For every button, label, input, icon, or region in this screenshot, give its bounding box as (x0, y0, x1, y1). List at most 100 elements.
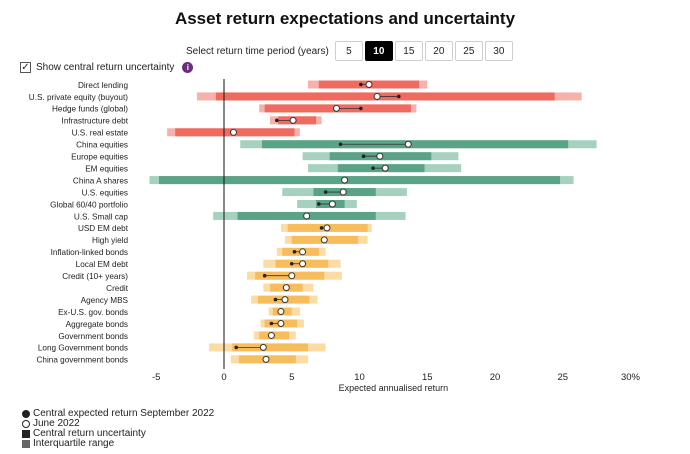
info-icon[interactable]: i (182, 62, 194, 73)
sept-dot-agency-mbs (273, 297, 278, 302)
row-label-government-bonds: Government bonds (58, 332, 128, 341)
row-label-hedge-funds-global: Hedge funds (global) (52, 105, 128, 114)
period-option-5[interactable]: 5 (334, 41, 363, 61)
x-tick-label: 10 (354, 372, 365, 383)
june-dot-hedge-funds-global (332, 104, 340, 112)
june-dot-global-60-40-portfolio (328, 200, 336, 208)
june-dot-direct-lending (365, 81, 373, 88)
june-dot-infrastructure-debt (289, 116, 297, 124)
period-option-20[interactable]: 20 (424, 41, 453, 61)
period-option-30[interactable]: 30 (484, 41, 513, 61)
sept-dot-u-s-equities (323, 190, 328, 194)
row-label-china-a-shares: China A shares (73, 176, 128, 185)
june-dot-china-equities (404, 140, 412, 148)
sept-dot-local-em-debt (289, 261, 294, 266)
june-dot-u-s-equities (339, 188, 347, 196)
june-dot-long-government-bonds (259, 343, 267, 351)
x-tick-label: 20 (490, 372, 501, 383)
row-label-infrastructure-debt: Infrastructure debt (62, 117, 129, 126)
june-dot-inflation-linked-bonds (299, 248, 307, 256)
period-option-10[interactable]: 10 (364, 41, 393, 61)
sept-dot-aggregate-bonds (269, 321, 274, 326)
period-buttons: 5 10 15 20 25 30 (334, 41, 513, 61)
sept-dot-inflation-linked-bonds (292, 250, 297, 254)
period-option-15[interactable]: 15 (394, 41, 423, 61)
x-tick-label: 30% (621, 372, 641, 383)
dark-square-icon (22, 430, 30, 438)
june-dot-ex-u-s-gov-bonds (277, 308, 285, 316)
x-tick-label: 5 (289, 372, 294, 383)
row-label-china-government-bonds: China government bonds (37, 356, 129, 365)
june-dot-china-a-shares (341, 176, 349, 184)
row-label-inflation-linked-bonds: Inflation-linked bonds (51, 248, 128, 257)
sept-dot-hedge-funds-global (359, 106, 363, 111)
sept-dot-long-government-bonds (234, 345, 238, 350)
row-label-local-em-debt: Local EM debt (76, 260, 129, 269)
june-dot-usd-em-debt (323, 224, 331, 232)
period-option-25[interactable]: 25 (454, 41, 483, 61)
legend-june: June 2022 (22, 419, 214, 429)
june-dot-high-yield (320, 236, 328, 244)
legend-sept: Central expected return September 2022 (22, 409, 214, 419)
sept-dot-direct-lending (359, 82, 363, 87)
x-tick-label: -5 (152, 372, 160, 383)
period-label: Select return time period (years) (186, 45, 329, 57)
june-dot-credit-10-years (288, 272, 296, 280)
row-label-credit-10-years: Credit (10+ years) (62, 272, 128, 281)
sept-dot-u-s-private-equity-buyout (396, 94, 401, 99)
hollow-dot-icon (22, 420, 30, 428)
row-label-europe-equities: Europe equities (71, 153, 128, 162)
central-bar-long-government-bonds (232, 343, 309, 352)
row-label-em-equities: EM equities (85, 164, 128, 173)
row-label-ex-u-s-gov-bonds: Ex-U.S. gov. bonds (58, 308, 128, 317)
june-dot-aggregate-bonds (277, 320, 285, 327)
row-label-agency-mbs: Agency MBS (81, 296, 129, 305)
row-label-china-equities: China equities (76, 141, 128, 150)
june-dot-em-equities (381, 164, 389, 172)
light-square-icon (22, 440, 30, 448)
june-dot-local-em-debt (299, 260, 307, 268)
row-label-u-s-small-cap: U.S. Small cap (74, 212, 129, 221)
row-label-long-government-bonds: Long Government bonds (38, 344, 128, 353)
sept-dot-credit-10-years (262, 273, 267, 278)
row-label-high-yield: High yield (92, 236, 128, 245)
sept-dot-global-60-40-portfolio (317, 202, 321, 206)
row-label-credit: Credit (106, 284, 129, 293)
june-dot-u-s-small-cap (303, 212, 311, 220)
sept-dot-china-equities (338, 142, 343, 147)
row-label-u-s-real-estate: U.S. real estate (72, 129, 129, 138)
june-dot-europe-equities (376, 152, 384, 160)
june-dot-agency-mbs (281, 296, 289, 304)
toggle-label: Show central return uncertainty (36, 62, 175, 73)
row-label-global-60-40-portfolio: Global 60/40 portfolio (50, 200, 128, 209)
row-label-direct-lending: Direct lending (78, 81, 129, 90)
row-label-u-s-equities: U.S. equities (82, 188, 128, 197)
legend-iqr: Interquartile range (22, 439, 214, 449)
period-selector: Select return time period (years) 5 10 15 2… (186, 41, 513, 61)
x-tick-label: 0 (221, 372, 226, 383)
chart-title: Asset return expectations and uncertaint… (174, 9, 516, 28)
june-dot-china-government-bonds (262, 355, 270, 363)
june-dot-u-s-private-equity-buyout (373, 92, 381, 100)
legend: Central expected return September 2022 J… (22, 409, 214, 449)
row-label-usd-em-debt: USD EM debt (78, 224, 129, 233)
sept-dot-usd-em-debt (319, 226, 324, 230)
x-tick-label: 25 (557, 372, 568, 383)
sept-dot-infrastructure-debt (275, 118, 279, 123)
filled-dot-icon (22, 410, 30, 418)
june-dot-credit (282, 284, 290, 292)
central-uncertainty-toggle[interactable]: ✓ Show central return uncertainty i (20, 61, 194, 73)
sept-dot-europe-equities (361, 154, 366, 158)
legend-central: Central return uncertainty (22, 429, 214, 439)
central-bar-china-a-shares (158, 176, 561, 185)
sept-dot-em-equities (371, 166, 375, 170)
row-label-u-s-private-equity-buyout: U.S. private equity (buyout) (29, 93, 128, 102)
x-axis-label: Expected annualised return (339, 383, 449, 393)
range-chart: Direct lending U.S. private equity (buyou… (29, 79, 641, 393)
june-dot-u-s-real-estate (229, 128, 237, 136)
june-dot-government-bonds (267, 331, 275, 339)
x-tick-label: 15 (422, 372, 433, 383)
central-bar-infrastructure-debt (278, 116, 317, 125)
checkbox[interactable]: ✓ (20, 61, 31, 73)
central-bar-china-equities (261, 140, 569, 149)
